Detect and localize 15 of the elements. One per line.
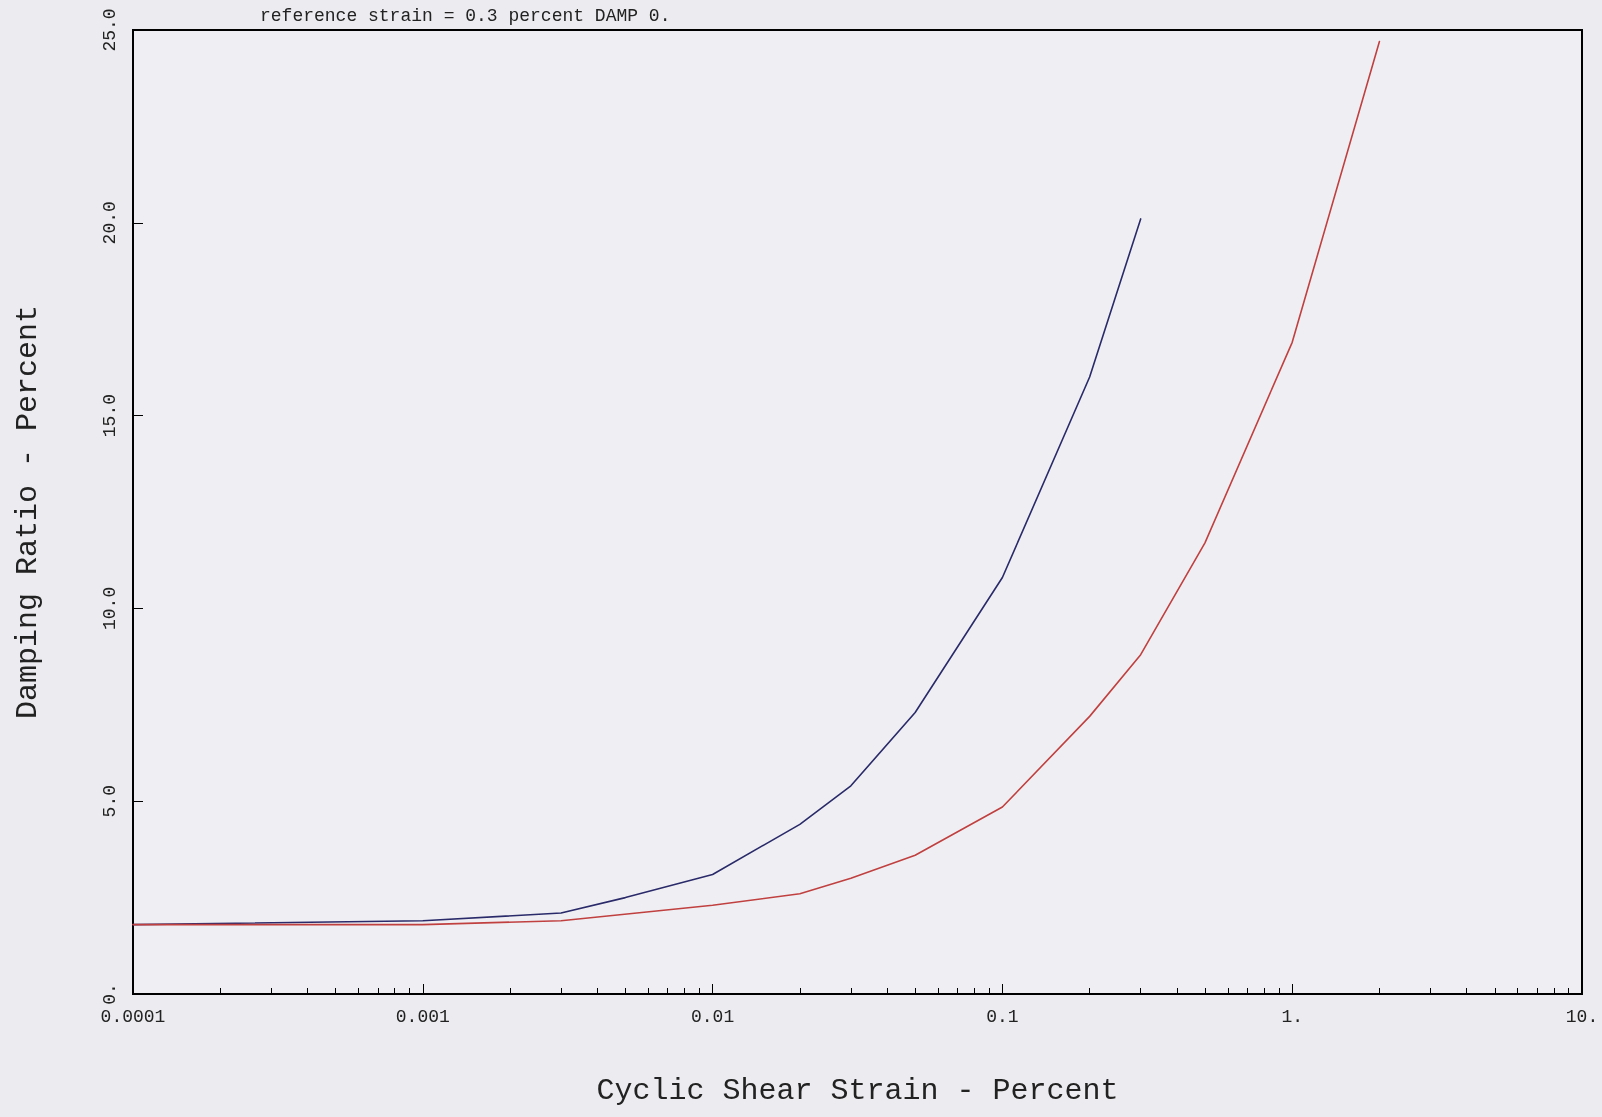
y-tick-label: 0. — [100, 983, 120, 1005]
x-tick-label: 0.01 — [690, 1007, 735, 1027]
y-tick-label: 10.0 — [100, 586, 120, 631]
x-axis-title: Cyclic Shear Strain - Percent — [596, 1074, 1119, 1108]
x-tick-label: 10. — [1565, 1007, 1599, 1027]
y-tick-label: 25.0 — [100, 8, 120, 52]
x-tick-label: 0.1 — [986, 1007, 1019, 1027]
y-tick-label: 5.0 — [100, 785, 120, 818]
x-tick-label: 0.001 — [395, 1007, 450, 1027]
x-tick-label: 1. — [1281, 1007, 1303, 1027]
chart-title: reference strain = 0.3 percent DAMP 0. — [260, 6, 671, 26]
y-tick-label: 15.0 — [100, 393, 120, 438]
y-tick-label: 20.0 — [100, 201, 120, 245]
y-axis-title: Damping Ratio - Percent — [11, 304, 45, 720]
x-tick-label: 0.0001 — [100, 1007, 166, 1027]
